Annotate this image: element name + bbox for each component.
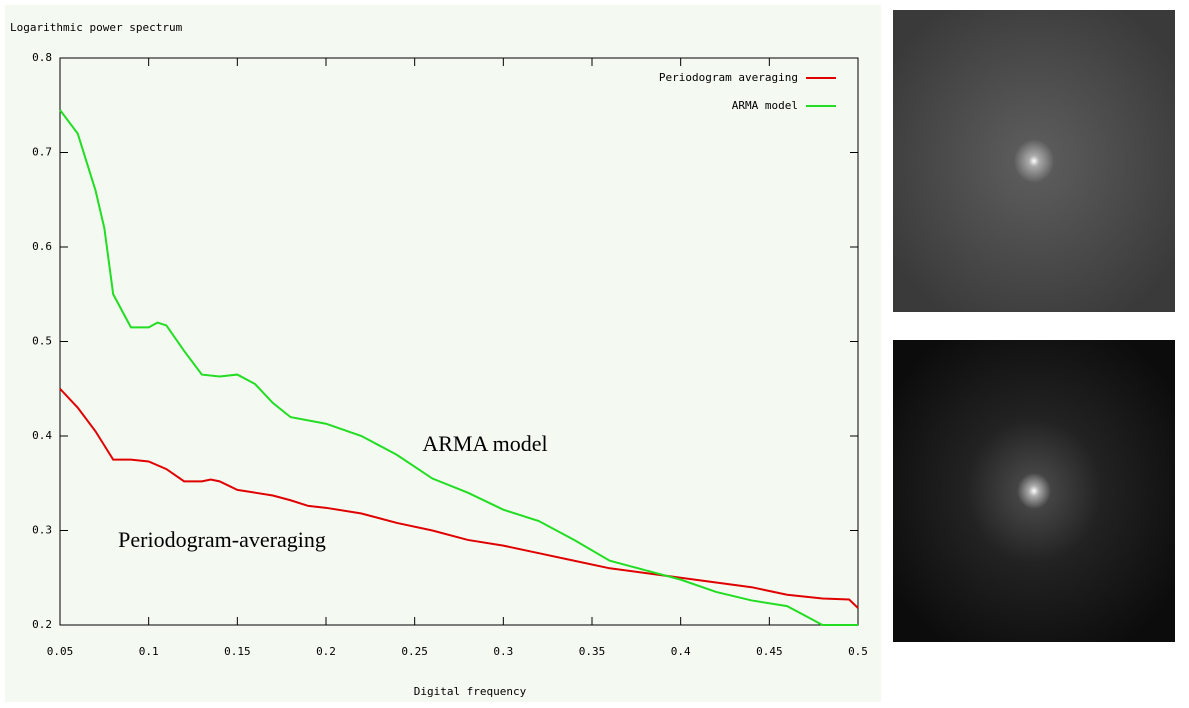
x-tick-label: 0.3 (493, 645, 513, 658)
spectrum-image (893, 10, 1175, 312)
legend-label: ARMA model (732, 99, 798, 112)
screenshot: Logarithmic power spectrum Digital frequ… (0, 0, 1189, 704)
x-tick-label: 0.35 (579, 645, 606, 658)
annotation: Periodogram-averaging (118, 527, 326, 552)
y-tick-label: 0.7 (32, 146, 52, 159)
spectrum-image (893, 340, 1175, 642)
x-tick-label: 0.15 (224, 645, 251, 658)
x-tick-label: 0.1 (139, 645, 159, 658)
y-tick-label: 0.4 (32, 429, 52, 442)
x-tick-label: 0.25 (401, 645, 428, 658)
x-tick-label: 0.05 (47, 645, 74, 658)
x-axis-label: Digital frequency (414, 685, 527, 698)
y-tick-label: 0.8 (32, 51, 52, 64)
x-tick-label: 0.5 (848, 645, 868, 658)
y-tick-label: 0.2 (32, 618, 52, 631)
y-tick-label: 0.3 (32, 524, 52, 537)
y-tick-label: 0.6 (32, 240, 52, 253)
x-tick-label: 0.2 (316, 645, 336, 658)
chart-title: Logarithmic power spectrum (10, 21, 183, 34)
legend-label: Periodogram averaging (659, 71, 798, 84)
x-tick-label: 0.45 (756, 645, 783, 658)
y-tick-label: 0.5 (32, 335, 52, 348)
page: {"chart_data": {"type": "line", "title":… (0, 0, 1189, 704)
x-tick-label: 0.4 (671, 645, 691, 658)
annotation: ARMA model (422, 431, 547, 456)
